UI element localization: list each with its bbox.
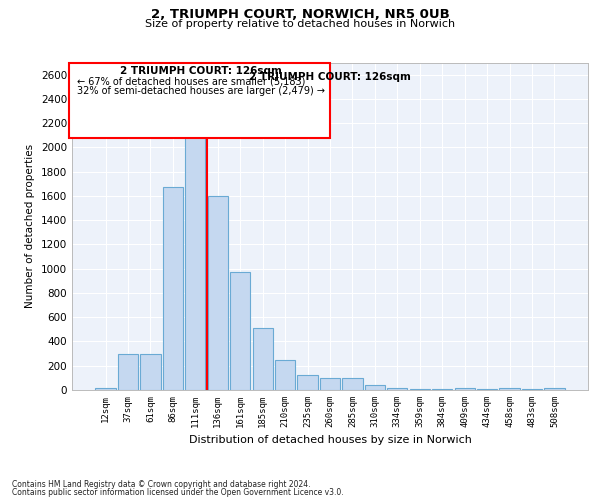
Bar: [253, 328, 273, 390]
FancyBboxPatch shape: [70, 62, 330, 138]
Text: Contains public sector information licensed under the Open Government Licence v3: Contains public sector information licen…: [12, 488, 344, 497]
Text: 2, TRIUMPH COURT, NORWICH, NR5 0UB: 2, TRIUMPH COURT, NORWICH, NR5 0UB: [151, 8, 449, 20]
Bar: [343, 378, 362, 390]
Bar: [208, 196, 228, 390]
Y-axis label: Number of detached properties: Number of detached properties: [25, 144, 35, 308]
Bar: [230, 272, 250, 390]
Bar: [410, 389, 430, 390]
Bar: [140, 354, 161, 390]
Bar: [185, 129, 205, 390]
Bar: [275, 360, 295, 390]
Bar: [544, 388, 565, 390]
Text: Size of property relative to detached houses in Norwich: Size of property relative to detached ho…: [145, 19, 455, 29]
X-axis label: Distribution of detached houses by size in Norwich: Distribution of detached houses by size …: [188, 436, 472, 446]
Bar: [387, 388, 407, 390]
Bar: [298, 376, 317, 390]
Bar: [499, 388, 520, 390]
Bar: [163, 187, 183, 390]
Text: Contains HM Land Registry data © Crown copyright and database right 2024.: Contains HM Land Registry data © Crown c…: [12, 480, 311, 489]
Text: ← 67% of detached houses are smaller (5,183): ← 67% of detached houses are smaller (5,…: [77, 76, 305, 86]
Bar: [455, 388, 475, 390]
Text: 2 TRIUMPH COURT: 126sqm: 2 TRIUMPH COURT: 126sqm: [120, 66, 282, 76]
Bar: [320, 378, 340, 390]
Bar: [365, 385, 385, 390]
Bar: [118, 354, 138, 390]
Text: 2 TRIUMPH COURT: 126sqm: 2 TRIUMPH COURT: 126sqm: [249, 72, 411, 83]
Text: 32% of semi-detached houses are larger (2,479) →: 32% of semi-detached houses are larger (…: [77, 86, 325, 96]
Bar: [95, 388, 116, 390]
